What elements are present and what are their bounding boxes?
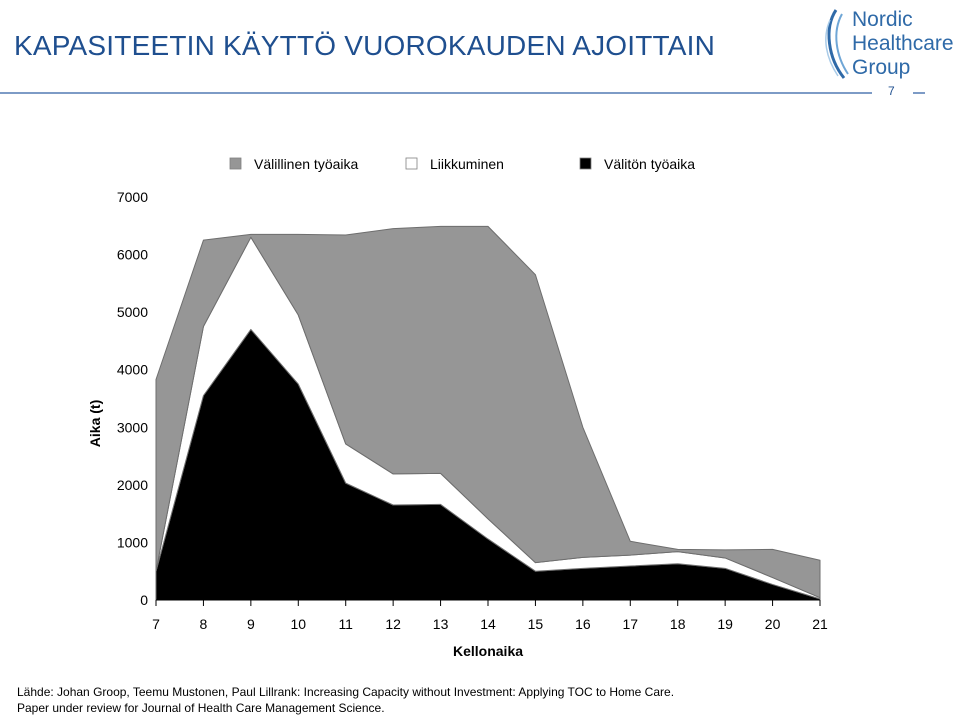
page-number-underline — [913, 92, 925, 94]
legend-swatch — [405, 157, 418, 170]
logo-text-line-2: Healthcare — [852, 32, 954, 55]
legend-label: Välitön työaika — [604, 156, 695, 172]
y-tick-label: 3000 — [117, 419, 148, 435]
logo-text-line-1: Nordic — [852, 8, 913, 31]
y-tick-label: 7000 — [117, 189, 148, 205]
x-tick-label: 15 — [528, 616, 544, 632]
x-tick-label: 13 — [433, 616, 449, 632]
x-tick-label: 20 — [765, 616, 781, 632]
source-line-1: Lähde: Johan Groop, Teemu Mustonen, Paul… — [17, 685, 675, 699]
x-tick-label: 10 — [290, 616, 306, 632]
x-tick-label: 21 — [812, 616, 828, 632]
x-tick-label: 17 — [622, 616, 638, 632]
x-tick-label: 7 — [152, 616, 160, 632]
x-tick-label: 16 — [575, 616, 591, 632]
x-tick-label: 14 — [480, 616, 496, 632]
y-tick-label: 1000 — [117, 534, 148, 550]
legend-label: Välillinen työaika — [254, 156, 358, 172]
x-tick-label: 9 — [247, 616, 255, 632]
capacity-area-chart: 0 1000 2000 3000 4000 5000 6000 7000 7 8 9 10 11 12 13… — [87, 156, 828, 659]
source-line-2: Paper under review for Journal of Health… — [17, 701, 385, 715]
source-citation: Lähde: Johan Groop, Teemu Mustonen, Paul… — [17, 684, 674, 716]
y-tick-label: 6000 — [117, 247, 148, 263]
page-number: 7 — [888, 84, 895, 98]
x-tick-label: 8 — [200, 616, 208, 632]
y-tick-label: 5000 — [117, 304, 148, 320]
legend-swatch — [229, 157, 242, 170]
y-tick-label: 0 — [140, 592, 148, 608]
y-tick-label: 4000 — [117, 362, 148, 378]
legend-swatch — [579, 157, 592, 170]
title-divider — [0, 92, 872, 94]
logo-mark-icon — [825, 9, 849, 79]
y-tick-label: 2000 — [117, 477, 148, 493]
legend-label: Liikkuminen — [430, 156, 504, 172]
x-tick-label: 18 — [670, 616, 686, 632]
x-tick-label: 12 — [385, 616, 401, 632]
area-series-3 — [155, 225, 821, 599]
slide-title: KAPASITEETIN KÄYTTÖ VUOROKAUDEN AJOITTAI… — [14, 30, 716, 61]
nordic-healthcare-group-logo: Nordic Healthcare Group — [822, 4, 958, 82]
logo-text-line-3: Group — [852, 56, 911, 79]
x-axis-title: Kellonaika — [453, 643, 523, 659]
y-axis-title: Aika (t) — [87, 400, 103, 447]
x-tick-label: 19 — [717, 616, 733, 632]
x-tick-label: 11 — [338, 616, 353, 632]
